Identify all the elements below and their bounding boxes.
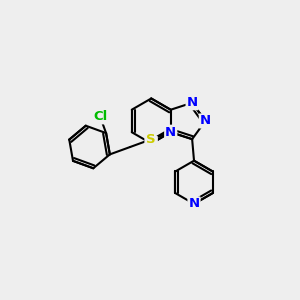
Text: N: N: [200, 115, 211, 128]
Text: N: N: [165, 126, 176, 139]
Text: S: S: [146, 133, 155, 146]
Text: Cl: Cl: [93, 110, 107, 123]
Text: N: N: [188, 197, 200, 210]
Text: N: N: [187, 96, 198, 109]
Text: N: N: [146, 137, 157, 150]
